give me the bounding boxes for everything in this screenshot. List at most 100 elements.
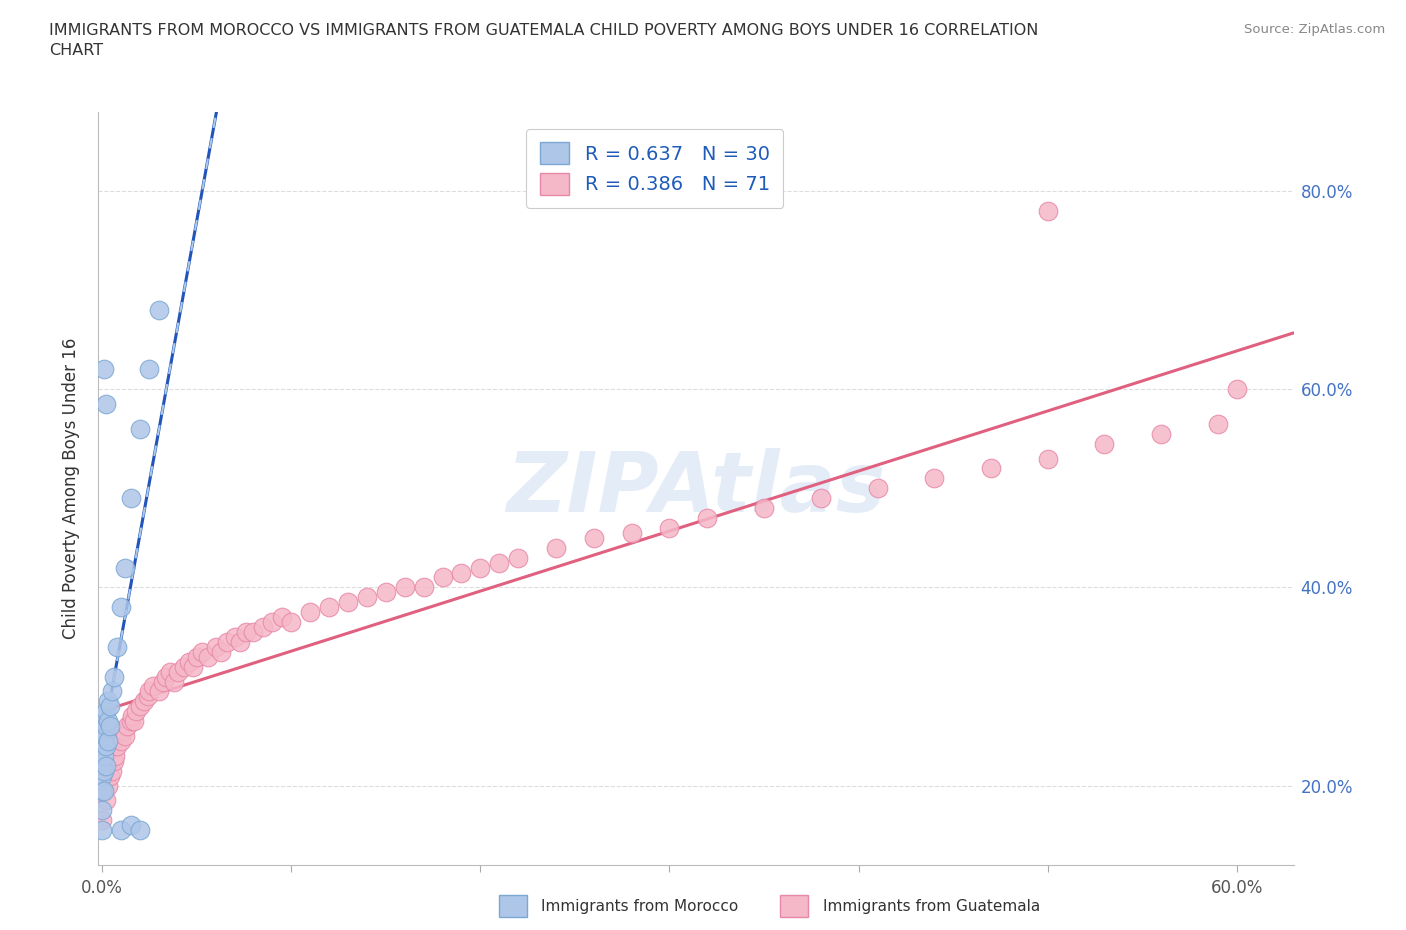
Point bbox=[91, 823, 114, 838]
Point bbox=[318, 600, 340, 615]
Point bbox=[120, 713, 142, 728]
Point bbox=[110, 600, 132, 615]
Point bbox=[125, 704, 148, 719]
Y-axis label: Child Poverty Among Boys Under 16: Child Poverty Among Boys Under 16 bbox=[62, 338, 80, 639]
Point bbox=[105, 738, 128, 753]
Point bbox=[120, 491, 142, 506]
Point bbox=[93, 728, 115, 743]
Point bbox=[166, 664, 188, 679]
Point bbox=[866, 481, 889, 496]
Point bbox=[980, 461, 1002, 476]
Point bbox=[582, 530, 605, 545]
Point bbox=[159, 664, 181, 679]
Text: Source: ZipAtlas.com: Source: ZipAtlas.com bbox=[1244, 23, 1385, 36]
Point bbox=[215, 634, 238, 649]
Point bbox=[97, 694, 120, 709]
Point bbox=[1094, 436, 1116, 451]
Point bbox=[922, 471, 945, 485]
Point bbox=[209, 644, 232, 659]
Point bbox=[1150, 426, 1173, 441]
Point bbox=[488, 555, 510, 570]
Point bbox=[152, 674, 174, 689]
Point bbox=[136, 689, 159, 704]
Point bbox=[186, 649, 208, 664]
Point bbox=[810, 491, 832, 506]
Point bbox=[155, 670, 177, 684]
Point bbox=[163, 674, 186, 689]
Point bbox=[356, 590, 378, 604]
Point bbox=[98, 768, 121, 783]
Point bbox=[98, 719, 121, 734]
Text: ZIPAtlas: ZIPAtlas bbox=[506, 447, 886, 529]
Point bbox=[110, 734, 132, 749]
Point bbox=[262, 615, 284, 630]
Point bbox=[181, 659, 204, 674]
Point bbox=[191, 644, 214, 659]
Text: Immigrants from Guatemala: Immigrants from Guatemala bbox=[823, 899, 1040, 914]
Point bbox=[105, 640, 128, 655]
Point bbox=[91, 813, 114, 828]
Point bbox=[242, 625, 264, 640]
Point bbox=[197, 649, 219, 664]
Legend: R = 0.637   N = 30, R = 0.386   N = 71: R = 0.637 N = 30, R = 0.386 N = 71 bbox=[526, 129, 783, 208]
Point bbox=[229, 634, 252, 649]
Point bbox=[204, 640, 226, 655]
Point bbox=[94, 758, 117, 773]
Point bbox=[98, 698, 121, 713]
Point bbox=[1226, 381, 1249, 396]
Point bbox=[142, 679, 165, 694]
Point bbox=[91, 783, 114, 798]
Text: IMMIGRANTS FROM MOROCCO VS IMMIGRANTS FROM GUATEMALA CHILD POVERTY AMONG BOYS UN: IMMIGRANTS FROM MOROCCO VS IMMIGRANTS FR… bbox=[49, 23, 1039, 58]
Point bbox=[91, 768, 114, 783]
Point bbox=[450, 565, 472, 580]
Point bbox=[121, 709, 143, 724]
Point bbox=[103, 670, 125, 684]
Point bbox=[111, 724, 134, 738]
Point bbox=[544, 540, 567, 555]
Point bbox=[91, 724, 114, 738]
Point bbox=[100, 684, 122, 698]
Point bbox=[110, 823, 132, 838]
Point bbox=[752, 500, 775, 515]
Point bbox=[97, 734, 120, 749]
Point bbox=[1036, 204, 1059, 219]
Point bbox=[412, 580, 434, 595]
Point bbox=[148, 302, 170, 317]
Point bbox=[224, 630, 246, 644]
Text: Immigrants from Morocco: Immigrants from Morocco bbox=[541, 899, 738, 914]
Point bbox=[97, 778, 120, 793]
Point bbox=[235, 625, 257, 640]
Point bbox=[148, 684, 170, 698]
Point bbox=[138, 362, 160, 377]
Point bbox=[114, 560, 136, 575]
Point bbox=[94, 793, 117, 808]
Point bbox=[138, 684, 160, 698]
Point bbox=[91, 803, 114, 817]
Point bbox=[93, 709, 115, 724]
Point bbox=[129, 421, 152, 436]
Point bbox=[124, 713, 146, 728]
Point bbox=[508, 551, 530, 565]
Point bbox=[91, 738, 114, 753]
Point bbox=[1036, 451, 1059, 466]
Point bbox=[97, 713, 120, 728]
Point bbox=[93, 749, 115, 764]
Point bbox=[173, 659, 195, 674]
Point bbox=[432, 570, 454, 585]
Point bbox=[91, 758, 114, 773]
Point bbox=[470, 560, 492, 575]
Point bbox=[103, 753, 125, 768]
Point bbox=[94, 738, 117, 753]
Point bbox=[120, 817, 142, 832]
Point bbox=[104, 749, 127, 764]
Point bbox=[620, 525, 643, 540]
Point bbox=[94, 719, 117, 734]
Point bbox=[696, 511, 718, 525]
Point bbox=[94, 704, 117, 719]
Point bbox=[337, 595, 360, 610]
Point bbox=[132, 694, 155, 709]
Point bbox=[1206, 417, 1229, 432]
Point bbox=[114, 728, 136, 743]
Point bbox=[129, 698, 152, 713]
Point bbox=[658, 521, 681, 536]
